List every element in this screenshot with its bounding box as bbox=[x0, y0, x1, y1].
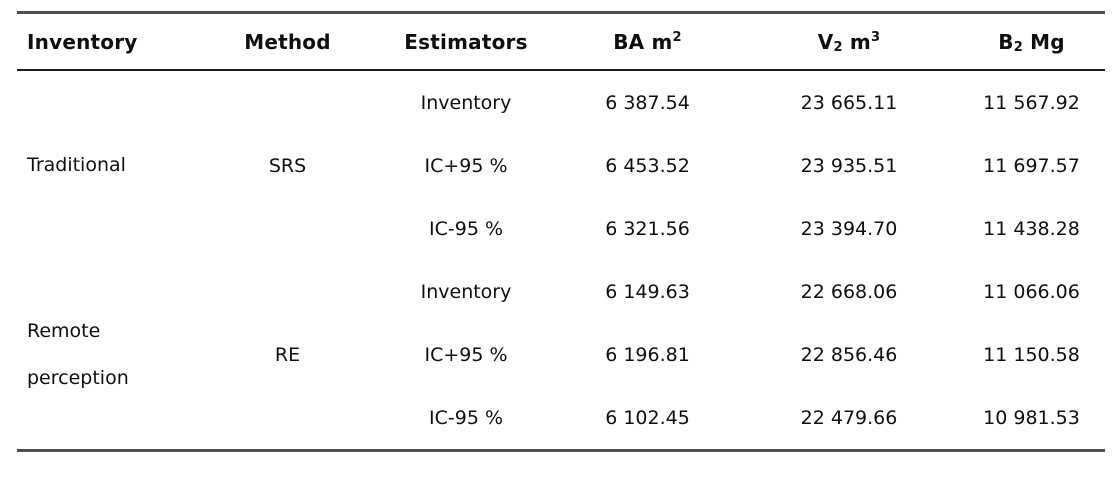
ba-m2-cell: 6 149.63 bbox=[605, 280, 690, 303]
b2-mg-cell: 11 567.92 bbox=[983, 91, 1080, 114]
column-header-b2-mg: B2 Mg bbox=[958, 12, 1105, 71]
estimator-cell: IC-95 % bbox=[429, 406, 503, 429]
table-row: IC-95 % 6 321.56 23 394.70 11 438.28 bbox=[17, 197, 1105, 260]
column-header-method: Method bbox=[212, 12, 363, 71]
table-header: Inventory Method Estimators BA m2 V2 m3 B2 Mg bbox=[17, 12, 1105, 71]
inventory-group-cell: Remote perception bbox=[17, 260, 212, 451]
v2-m3-cell: 22 668.06 bbox=[800, 280, 898, 303]
ba-m2-cell: 6 196.81 bbox=[605, 343, 690, 366]
table-body: Traditional SRS Inventory 6 387.54 23 665.11… bbox=[17, 70, 1105, 451]
table-row: Traditional SRS Inventory 6 387.54 23 665.11… bbox=[17, 70, 1105, 177]
column-header-v2-m3: V2 m3 bbox=[740, 12, 958, 71]
header-text-part: 3 bbox=[870, 30, 881, 46]
column-header-estimators: Estimators bbox=[363, 12, 543, 71]
ba-m2-cell: 6 321.56 bbox=[605, 217, 690, 240]
b2-mg-cell: 11 438.28 bbox=[983, 217, 1080, 240]
method-group-cell: RE bbox=[274, 343, 301, 366]
table-row: IC+95 % 6 453.52 23 935.51 11 697.57 bbox=[17, 134, 1105, 197]
header-text-part: V bbox=[817, 29, 834, 54]
header-text-part: 2 bbox=[1013, 40, 1023, 56]
header-text-part: BA m bbox=[613, 29, 673, 54]
b2-mg-cell: 11 697.57 bbox=[983, 154, 1080, 177]
v2-m3-cell: 23 394.70 bbox=[800, 217, 898, 240]
v2-m3-cell: 23 935.51 bbox=[800, 154, 898, 177]
estimator-cell: IC+95 % bbox=[424, 154, 508, 177]
b2-mg-cell: 11 066.06 bbox=[983, 280, 1080, 303]
estimator-cell: IC+95 % bbox=[424, 343, 508, 366]
table-row: IC+95 % 6 196.81 22 856.46 11 150.58 bbox=[17, 323, 1105, 386]
inventory-group-label: Remote perception bbox=[27, 319, 129, 389]
estimator-cell: Inventory bbox=[420, 280, 512, 303]
ba-m2-cell: 6 453.52 bbox=[605, 154, 690, 177]
estimator-cell: IC-95 % bbox=[429, 217, 503, 240]
column-header-inventory: Inventory bbox=[17, 12, 212, 71]
header-text-part: Method bbox=[244, 29, 331, 54]
inventory-group-cell: Traditional bbox=[17, 70, 212, 260]
header-text-part: Estimators bbox=[404, 29, 528, 54]
header-text-part: Mg bbox=[1022, 29, 1065, 54]
v2-m3-cell: 22 479.66 bbox=[800, 406, 898, 429]
header-text-part: Inventory bbox=[27, 29, 138, 54]
header-row: Inventory Method Estimators BA m2 V2 m3 B2 Mg bbox=[17, 12, 1105, 71]
v2-m3-cell: 23 665.11 bbox=[800, 91, 898, 114]
v2-m3-cell: 22 856.46 bbox=[800, 343, 898, 366]
b2-mg-cell: 10 981.53 bbox=[983, 406, 1080, 429]
table-row: Remote perception RE Inventory 6 149.63 22 6… bbox=[17, 260, 1105, 389]
ba-m2-cell: 6 387.54 bbox=[605, 91, 690, 114]
ba-m2-cell: 6 102.45 bbox=[605, 406, 690, 429]
results-table: Inventory Method Estimators BA m2 V2 m3 B2 Mg… bbox=[17, 11, 1105, 452]
results-table-container: Inventory Method Estimators BA m2 V2 m3 B2 Mg… bbox=[17, 11, 1105, 452]
header-text-part: B bbox=[998, 29, 1014, 54]
method-group-cell: SRS bbox=[268, 154, 307, 177]
header-text-part: m bbox=[842, 29, 871, 54]
inventory-group-label: Traditional bbox=[27, 154, 126, 177]
column-header-ba-m2: BA m2 bbox=[543, 12, 740, 71]
table-row: IC-95 % 6 102.45 22 479.66 10 981.53 bbox=[17, 386, 1105, 451]
header-text-part: 2 bbox=[672, 30, 682, 46]
b2-mg-cell: 11 150.58 bbox=[983, 343, 1080, 366]
estimator-cell: Inventory bbox=[420, 91, 512, 114]
header-text-part: 2 bbox=[833, 40, 843, 56]
